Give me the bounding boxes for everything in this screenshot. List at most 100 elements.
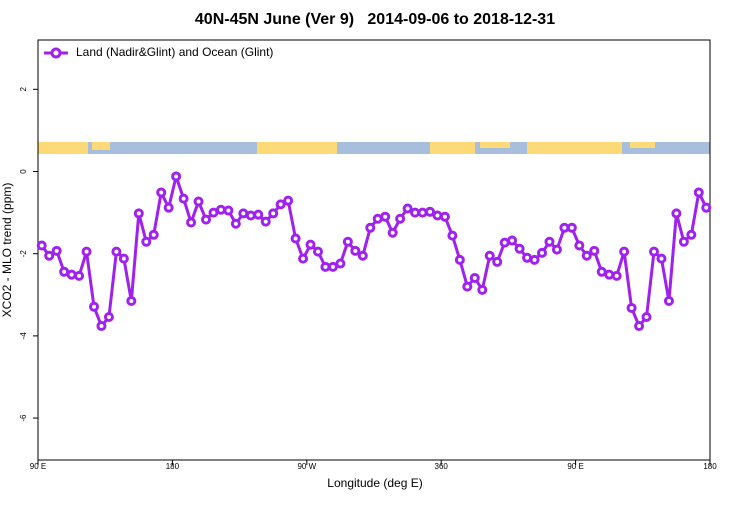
data-point	[313, 246, 323, 257]
data-point	[619, 246, 630, 257]
x-axis-label: Longitude (deg E)	[327, 476, 422, 490]
y-tick-label: -6	[19, 414, 28, 422]
data-point	[507, 235, 518, 246]
data-point	[171, 171, 182, 182]
data-point	[678, 236, 689, 247]
data-point	[44, 250, 55, 261]
data-point	[305, 239, 316, 250]
data-point	[103, 311, 114, 322]
x-tick-label: 180	[703, 462, 717, 471]
data-point	[163, 202, 174, 213]
data-point	[372, 213, 383, 224]
data-point	[544, 236, 555, 247]
data-point	[701, 202, 712, 213]
data-point	[238, 208, 249, 219]
data-point	[432, 210, 443, 221]
land-strip	[430, 142, 475, 154]
data-point	[574, 240, 585, 251]
data-point	[477, 284, 488, 295]
data-point	[59, 266, 70, 277]
data-point	[283, 195, 294, 206]
data-point	[81, 246, 92, 257]
data-point	[634, 321, 645, 332]
data-point	[327, 261, 338, 272]
data-point	[51, 245, 62, 256]
data-point	[245, 210, 256, 221]
y-tick-label: -4	[19, 332, 28, 340]
data-point	[417, 207, 428, 218]
data-point	[641, 311, 652, 322]
data-point	[96, 321, 107, 332]
data-point	[320, 261, 331, 272]
data-point	[551, 244, 562, 255]
data-point	[290, 233, 301, 244]
data-point	[529, 254, 540, 265]
data-point	[208, 207, 219, 218]
y-tick-label: 0	[19, 169, 28, 174]
data-point	[186, 217, 197, 228]
data-point	[126, 295, 137, 306]
data-point	[469, 272, 480, 283]
data-point	[514, 243, 525, 254]
data-point	[178, 193, 189, 204]
data-point	[253, 209, 264, 220]
legend: Land (Nadir&Glint) and Ocean (Glint)	[44, 45, 273, 59]
x-tick-label: 90 W	[297, 462, 316, 471]
data-point	[462, 281, 473, 292]
legend-label: Land (Nadir&Glint) and Ocean (Glint)	[76, 45, 273, 59]
data-point	[387, 227, 398, 238]
data-point	[611, 270, 622, 281]
data-point	[499, 237, 510, 248]
data-point	[380, 211, 391, 222]
data-point	[626, 302, 637, 313]
data-point	[454, 254, 465, 265]
data-point	[484, 250, 495, 261]
data-point	[581, 250, 592, 261]
x-tick-label: 90 E	[567, 462, 583, 471]
data-point	[410, 207, 421, 218]
y-axis-label: XCO2 - MLO trend (ppm)	[0, 183, 14, 318]
legend-marker	[50, 47, 62, 59]
x-tick-label: 90 E	[30, 462, 46, 471]
data-point	[663, 295, 674, 306]
data-point	[298, 253, 309, 264]
land-strip	[630, 142, 655, 148]
data-point	[89, 301, 99, 312]
data-point	[223, 205, 234, 216]
data-point	[589, 245, 600, 256]
land-strip	[527, 142, 622, 154]
data-point	[156, 187, 167, 198]
data-point	[201, 214, 211, 225]
data-point	[133, 208, 144, 219]
land-strip	[480, 142, 510, 148]
data-point	[566, 222, 577, 233]
data-point	[439, 211, 450, 222]
data-point	[596, 266, 607, 277]
data-point	[111, 246, 122, 257]
data-point	[447, 230, 458, 241]
data-point	[215, 204, 226, 215]
data-point	[395, 213, 406, 224]
data-point	[686, 229, 697, 240]
data-point	[649, 246, 659, 257]
data-point	[425, 206, 435, 217]
data-point	[230, 218, 241, 229]
y-tick-label: -2	[19, 250, 28, 258]
data-point	[193, 196, 204, 207]
data-point	[275, 199, 286, 210]
data-point	[148, 229, 159, 240]
data-point	[693, 187, 704, 198]
land-ocean-strip	[38, 142, 710, 154]
data-point	[66, 269, 77, 280]
data-point	[522, 252, 533, 263]
chart-title: 40N-45N June (Ver 9) 2014-09-06 to 2018-…	[195, 11, 555, 28]
data-point	[604, 269, 615, 280]
data-point	[402, 203, 413, 214]
data-point	[36, 240, 47, 251]
plot-frame	[37, 39, 711, 461]
data-point	[342, 236, 353, 247]
land-strip	[92, 142, 110, 150]
data-point	[365, 222, 376, 233]
